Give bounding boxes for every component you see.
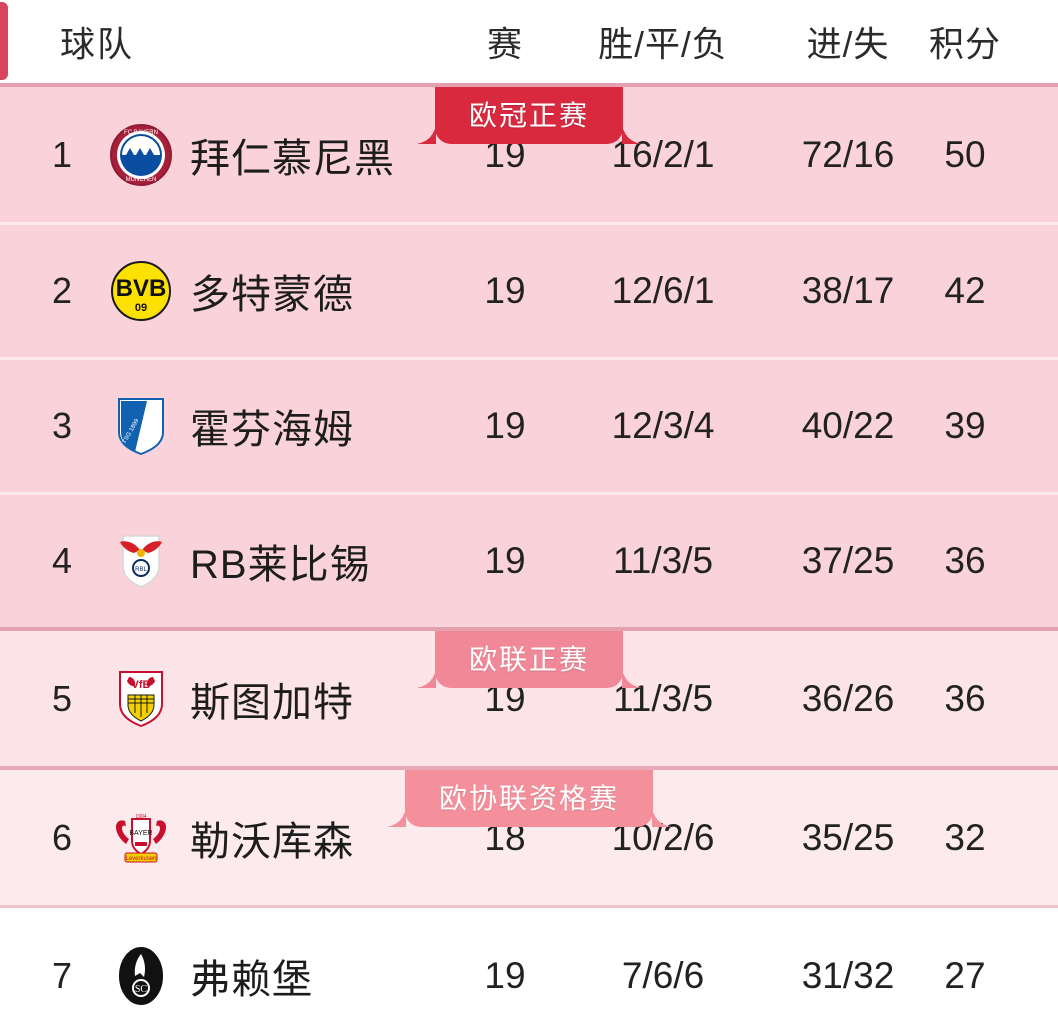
column-header-wdl: 胜/平/负	[598, 25, 728, 64]
row-points: 39	[944, 405, 986, 446]
row-points: 36	[944, 540, 986, 581]
table-row[interactable]: 7 SC 弗赖堡 19 7/6/6 31/32 27	[0, 908, 1058, 1035]
bayern-crest: FC BAYERN MÜNCHEN	[110, 123, 172, 186]
row-rank: 4	[51, 540, 73, 581]
row-rank: 5	[51, 677, 73, 719]
row-rank: 6	[51, 816, 73, 858]
svg-text:09: 09	[135, 302, 147, 314]
standings-zone-default: 7 SC 弗赖堡 19 7/6/6 31/32 27	[0, 908, 1058, 1035]
row-gfga: 40/22	[801, 405, 895, 446]
row-gfga: 72/16	[801, 133, 895, 175]
row-points: 36	[944, 677, 986, 719]
row-team-name: RB莱比锡	[190, 543, 371, 587]
table-row[interactable]: 4 RBL RB莱比锡 19 11/3/5 37/25 36	[0, 492, 1058, 627]
row-team-name: 勒沃库森	[190, 819, 354, 864]
row-team-name: 霍芬海姆	[190, 408, 354, 452]
row-played: 19	[484, 954, 526, 996]
row-gfga: 38/17	[801, 270, 895, 311]
svg-text:BAYER: BAYER	[129, 830, 152, 837]
table-row[interactable]: 6 BAYER Leverkusen 1904 勒沃库森 18 10/2/6 3…	[0, 770, 1058, 905]
column-header-gfga: 进/失	[806, 25, 890, 64]
row-gfga: 37/25	[801, 540, 895, 581]
svg-text:1904: 1904	[135, 814, 146, 820]
badge-europa-league: 欧联正赛	[413, 631, 645, 688]
qualification-zone-champions-league: 欧冠正赛 1 FC BAYERN MÜNCHEN	[0, 83, 1058, 631]
leverkusen-crest: BAYER Leverkusen 1904	[110, 807, 172, 869]
row-gfga: 36/26	[801, 677, 895, 719]
svg-text:SC: SC	[135, 984, 148, 995]
freiburg-crest: SC	[110, 945, 172, 1007]
svg-text:BVB: BVB	[116, 275, 167, 302]
row-played: 19	[484, 540, 526, 581]
row-rank: 1	[51, 133, 73, 175]
table-row[interactable]: 3 TSG 1899 霍芬海姆 19 12/3/4 40/22 39	[0, 357, 1058, 492]
svg-text:Leverkusen: Leverkusen	[125, 856, 156, 862]
stuttgart-crest: VfB	[110, 668, 172, 730]
svg-text:VfB: VfB	[132, 679, 151, 691]
accent-tab-icon	[0, 2, 8, 80]
column-header-team: 球队	[60, 25, 135, 64]
leipzig-crest: RBL	[110, 530, 172, 592]
row-played: 19	[484, 270, 526, 311]
svg-text:FC BAYERN: FC BAYERN	[124, 130, 158, 136]
svg-text:MÜNCHEN: MÜNCHEN	[126, 176, 157, 183]
table-header: 球队 赛 胜/平/负 进/失 积分	[0, 0, 1058, 83]
row-points: 50	[944, 133, 986, 175]
row-rank: 7	[51, 954, 73, 996]
table-row[interactable]: 2 BVB 09 多特蒙德 19 12/6/1 38/17 42	[0, 222, 1058, 357]
column-header-points: 积分	[928, 25, 1002, 64]
hoffenheim-crest: TSG 1899	[110, 395, 172, 457]
table-row[interactable]: 1 FC BAYERN MÜNCHEN 拜仁慕尼黑	[0, 87, 1058, 222]
row-played: 19	[484, 405, 526, 446]
dortmund-crest: BVB 09	[110, 260, 172, 322]
row-gfga: 35/25	[801, 816, 895, 858]
row-wdl: 12/6/1	[611, 270, 715, 311]
column-header-played: 赛	[486, 25, 524, 64]
row-wdl: 7/6/6	[621, 954, 705, 996]
svg-text:RBL: RBL	[135, 567, 147, 573]
qualification-zone-europa-league: 欧联正赛 5 VfB	[0, 631, 1058, 770]
row-wdl: 12/3/4	[611, 405, 715, 446]
row-team-name: 弗赖堡	[190, 957, 313, 1002]
row-team-name: 多特蒙德	[190, 273, 354, 317]
qualification-zone-conference-league: 欧协联资格赛 6 BAYER Leverkusen 1904 勒沃库森 18 1…	[0, 770, 1058, 908]
row-rank: 2	[51, 270, 73, 311]
row-wdl: 11/3/5	[612, 540, 714, 581]
badge-conference-league: 欧协联资格赛	[383, 770, 675, 827]
row-team-name: 拜仁慕尼黑	[190, 136, 395, 181]
badge-champions-league: 欧冠正赛	[413, 87, 645, 144]
table-row[interactable]: 5 VfB 斯图加特	[0, 631, 1058, 766]
row-rank: 3	[51, 405, 73, 446]
row-points: 27	[944, 954, 986, 996]
row-points: 42	[944, 270, 986, 311]
row-team-name: 斯图加特	[190, 680, 354, 725]
row-points: 32	[944, 816, 986, 858]
row-gfga: 31/32	[801, 954, 895, 996]
